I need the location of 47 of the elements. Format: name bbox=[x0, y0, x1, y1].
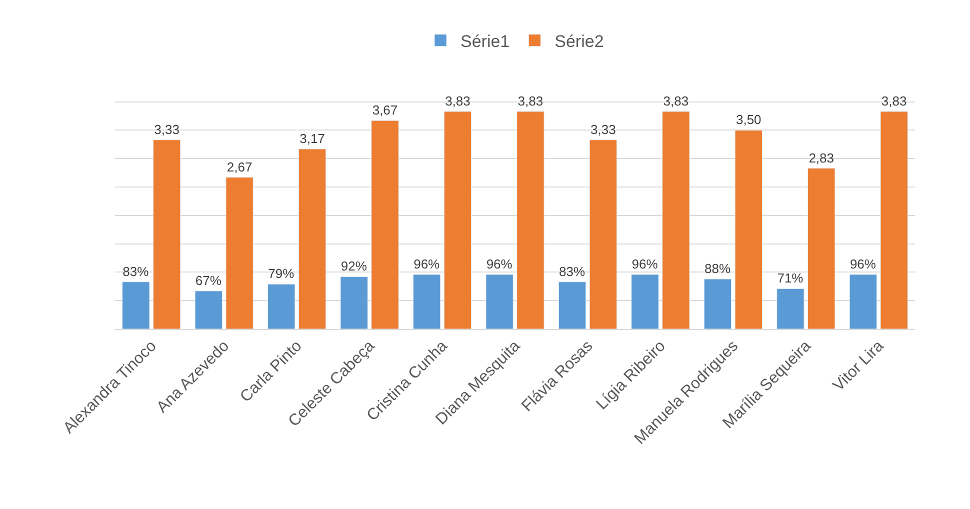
bar bbox=[558, 282, 586, 329]
bar bbox=[734, 130, 762, 329]
data-label: 79% bbox=[268, 266, 295, 282]
bar bbox=[631, 274, 659, 329]
bar bbox=[298, 148, 326, 329]
data-label: 71% bbox=[777, 270, 804, 286]
bar bbox=[662, 111, 690, 329]
data-label: 3,83 bbox=[518, 93, 544, 108]
bar bbox=[589, 140, 618, 329]
data-label: 2,83 bbox=[808, 150, 834, 166]
bar bbox=[152, 140, 181, 329]
data-label: 83% bbox=[122, 264, 150, 279]
data-label: 83% bbox=[559, 264, 586, 279]
bar bbox=[340, 276, 368, 329]
bar bbox=[226, 177, 254, 329]
data-label: 92% bbox=[340, 258, 368, 274]
legend-label: Série1 bbox=[460, 32, 510, 51]
data-label: 88% bbox=[704, 261, 731, 276]
data-label: 96% bbox=[850, 256, 876, 272]
bar bbox=[486, 274, 514, 329]
data-label: 2,67 bbox=[226, 159, 252, 174]
data-label: 3,83 bbox=[445, 93, 470, 108]
bar bbox=[704, 278, 732, 329]
bar bbox=[849, 274, 878, 329]
data-label: 96% bbox=[486, 256, 513, 272]
bar bbox=[194, 290, 222, 329]
bar bbox=[776, 288, 804, 329]
data-label: 3,83 bbox=[663, 93, 689, 108]
data-label: 3,67 bbox=[372, 102, 398, 118]
data-label: 3,33 bbox=[154, 122, 180, 137]
bar bbox=[444, 111, 472, 329]
data-label: 3,50 bbox=[736, 112, 762, 128]
bar bbox=[880, 111, 908, 329]
x-tick-label: Vitor Lira bbox=[830, 338, 888, 395]
bar bbox=[808, 168, 836, 329]
data-label: 67% bbox=[195, 272, 222, 288]
data-label: 96% bbox=[632, 256, 658, 272]
data-label: 96% bbox=[414, 256, 440, 272]
data-label: 3,83 bbox=[881, 93, 907, 108]
bar bbox=[268, 284, 296, 329]
data-label: 3,33 bbox=[590, 122, 616, 137]
data-label: 3,17 bbox=[300, 130, 325, 146]
bar bbox=[371, 120, 399, 329]
bar bbox=[122, 282, 150, 329]
bar bbox=[412, 274, 441, 329]
legend-label: Série2 bbox=[554, 32, 604, 51]
bar bbox=[516, 111, 544, 329]
